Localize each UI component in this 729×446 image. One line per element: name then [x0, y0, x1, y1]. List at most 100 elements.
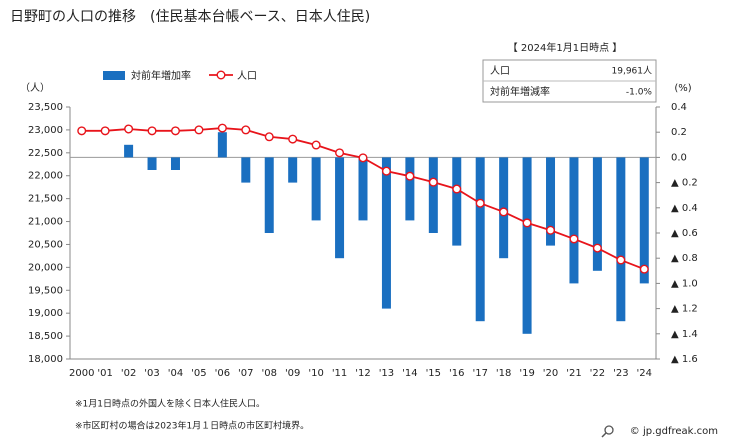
legend-swatch	[103, 71, 125, 80]
y2-tick-label: 0.2	[671, 127, 687, 138]
bar	[288, 157, 298, 183]
point	[147, 126, 157, 136]
bar	[428, 157, 438, 233]
y-axis-unit: （人）	[20, 82, 50, 94]
x-tick-label: '20	[543, 368, 558, 379]
point	[358, 153, 368, 163]
y2-tick-label: ▲ 1.4	[671, 329, 698, 340]
info-label: 対前年増減率	[490, 85, 550, 98]
y2-tick-label: 0.4	[671, 102, 687, 113]
x-tick-label: '05	[191, 368, 206, 379]
chart-title: 日野町の人口の推移 (住民基本台帳ベース、日本人住民)	[10, 8, 370, 25]
x-tick-label: '18	[496, 368, 511, 379]
y-tick-label: 22,000	[28, 171, 63, 182]
y-tick-label: 18,000	[28, 354, 63, 365]
point	[194, 125, 204, 135]
bar	[639, 157, 649, 284]
bar	[405, 157, 415, 221]
bar	[241, 157, 251, 183]
point	[217, 123, 227, 133]
bar	[592, 157, 602, 271]
y-tick-label: 19,500	[28, 285, 63, 296]
x-tick-label: '24	[637, 368, 652, 379]
note: ※1月1日時点の外国人を除く日本人住民人口。	[75, 398, 265, 410]
bar	[147, 157, 157, 170]
point	[546, 225, 556, 235]
x-tick-label: '08	[261, 368, 276, 379]
bar	[264, 157, 274, 233]
point	[499, 207, 509, 217]
bar	[522, 157, 532, 334]
y-tick-label: 23,500	[28, 102, 63, 113]
x-tick-label: '17	[472, 368, 487, 379]
x-tick-label: '03	[144, 368, 159, 379]
x-tick-label: '12	[355, 368, 370, 379]
x-tick-label: '22	[590, 368, 605, 379]
y-tick-label: 22,500	[28, 148, 63, 159]
y-tick-label: 20,000	[28, 262, 63, 273]
legend-swatch	[216, 70, 226, 80]
point	[288, 134, 298, 144]
point	[592, 243, 602, 253]
info-value: -1.0%	[626, 88, 653, 98]
y-tick-label: 20,500	[28, 239, 63, 250]
y2-tick-label: ▲ 0.8	[671, 253, 698, 264]
bar	[335, 157, 345, 259]
source-icon	[604, 425, 614, 435]
point	[522, 218, 532, 228]
x-tick-label: '01	[97, 368, 112, 379]
y-tick-label: 18,500	[28, 331, 63, 342]
bar	[616, 157, 626, 322]
y2-tick-label: 0.0	[671, 152, 687, 163]
y-tick-label: 21,500	[28, 194, 63, 205]
bar	[217, 132, 227, 158]
x-tick-label: '02	[121, 368, 136, 379]
point	[428, 177, 438, 187]
x-tick-label: '10	[308, 368, 323, 379]
x-tick-label: '16	[449, 368, 464, 379]
x-tick-label: '14	[402, 368, 417, 379]
y-tick-label: 23,000	[28, 125, 63, 136]
y-tick-label: 19,000	[28, 308, 63, 319]
point	[311, 140, 321, 150]
info-label: 人口	[490, 65, 510, 77]
bar	[569, 157, 579, 284]
y2-tick-label: ▲ 0.4	[671, 203, 698, 214]
x-tick-label: '19	[519, 368, 534, 379]
x-tick-label: '13	[379, 368, 394, 379]
point	[616, 255, 626, 265]
x-tick-label: '15	[426, 368, 441, 379]
x-tick-label: '04	[168, 368, 183, 379]
bar	[546, 157, 556, 246]
y2-tick-label: ▲ 1.6	[671, 354, 698, 365]
point	[405, 171, 415, 181]
point	[381, 166, 391, 176]
x-tick-label: '11	[332, 368, 347, 379]
bar	[452, 157, 462, 246]
point	[569, 234, 579, 244]
bar	[381, 157, 391, 309]
y2-tick-label: ▲ 1.2	[671, 304, 698, 315]
point	[100, 126, 110, 136]
bar	[311, 157, 321, 221]
y2-tick-label: ▲ 1.0	[671, 278, 698, 289]
y2-tick-label: ▲ 0.2	[671, 178, 698, 189]
x-tick-label: '07	[238, 368, 253, 379]
point	[264, 132, 274, 142]
bar	[358, 157, 368, 221]
y2-tick-label: ▲ 0.6	[671, 228, 698, 239]
x-tick-label: 2000	[69, 368, 94, 379]
point	[170, 126, 180, 136]
x-tick-label: '09	[285, 368, 300, 379]
x-tick-label: '23	[613, 368, 628, 379]
note: ※市区町村の場合は2023年1月１日時点の市区町村境界。	[75, 420, 309, 432]
bar	[170, 157, 180, 170]
info-value: 19,961人	[612, 66, 653, 77]
legend-label: 人口	[237, 70, 257, 82]
bar	[475, 157, 485, 322]
point	[124, 124, 134, 134]
source-icon	[601, 432, 607, 438]
bar	[124, 144, 134, 158]
y2-axis-unit: (%)	[674, 83, 691, 94]
